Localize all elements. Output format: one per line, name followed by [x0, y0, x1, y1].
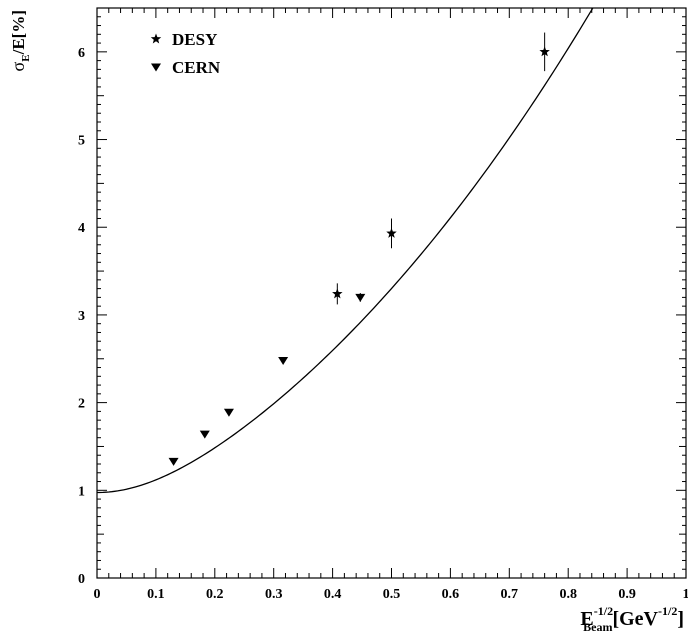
data-points [168, 32, 550, 466]
y-tick-label: 2 [78, 397, 85, 412]
legend-label-cern: CERN [172, 58, 221, 77]
legend-symbol-cern [151, 63, 161, 72]
y-tick-label: 4 [78, 221, 85, 236]
legend-label-desy: DESY [172, 30, 217, 49]
legend: DESY CERN [150, 30, 221, 77]
x-tick-label: 0.9 [618, 587, 636, 602]
axis-ticks [96, 7, 687, 579]
y-tick-label: 0 [78, 572, 85, 587]
point-cern [223, 408, 234, 417]
point-desy [539, 46, 550, 57]
point-desy [386, 227, 397, 238]
x-tick-label: 0.5 [383, 587, 401, 602]
point-cern [355, 293, 366, 302]
x-axis-title: E-1/2 Beam[GeV-1/2] [580, 604, 684, 633]
point-desy [332, 288, 343, 299]
x-tick-label: 1 [683, 587, 688, 602]
y-tick-label: 6 [78, 46, 85, 61]
x-tick-label: 0 [94, 587, 101, 602]
legend-marker-cern [151, 63, 161, 72]
x-tick-label: 0.8 [559, 587, 577, 602]
point-cern [168, 457, 179, 466]
plot-frame [96, 7, 687, 579]
y-tick-label: 5 [78, 134, 85, 149]
point-cern [199, 430, 210, 439]
legend-marker-desy [150, 33, 162, 44]
y-tick-label: 3 [78, 309, 85, 324]
legend-symbol-desy [150, 33, 162, 44]
x-tick-label: 0.2 [206, 587, 224, 602]
x-tick-label: 0.7 [501, 587, 519, 602]
point-cern [278, 357, 289, 366]
x-tick-label: 0.3 [265, 587, 283, 602]
x-tick-label: 0.4 [324, 587, 342, 602]
x-tick-label: 0.1 [147, 587, 165, 602]
y-axis-title: σE/E[%] [8, 10, 32, 71]
tick-labels: 0 0.1 0.2 0.3 0.4 0.5 0.6 0.7 0.8 0.9 1 0 1 2 3 4 5 6 [78, 46, 688, 602]
x-tick-label: 0.6 [442, 587, 460, 602]
y-tick-label: 1 [78, 484, 85, 499]
fit-curve [97, 8, 594, 494]
